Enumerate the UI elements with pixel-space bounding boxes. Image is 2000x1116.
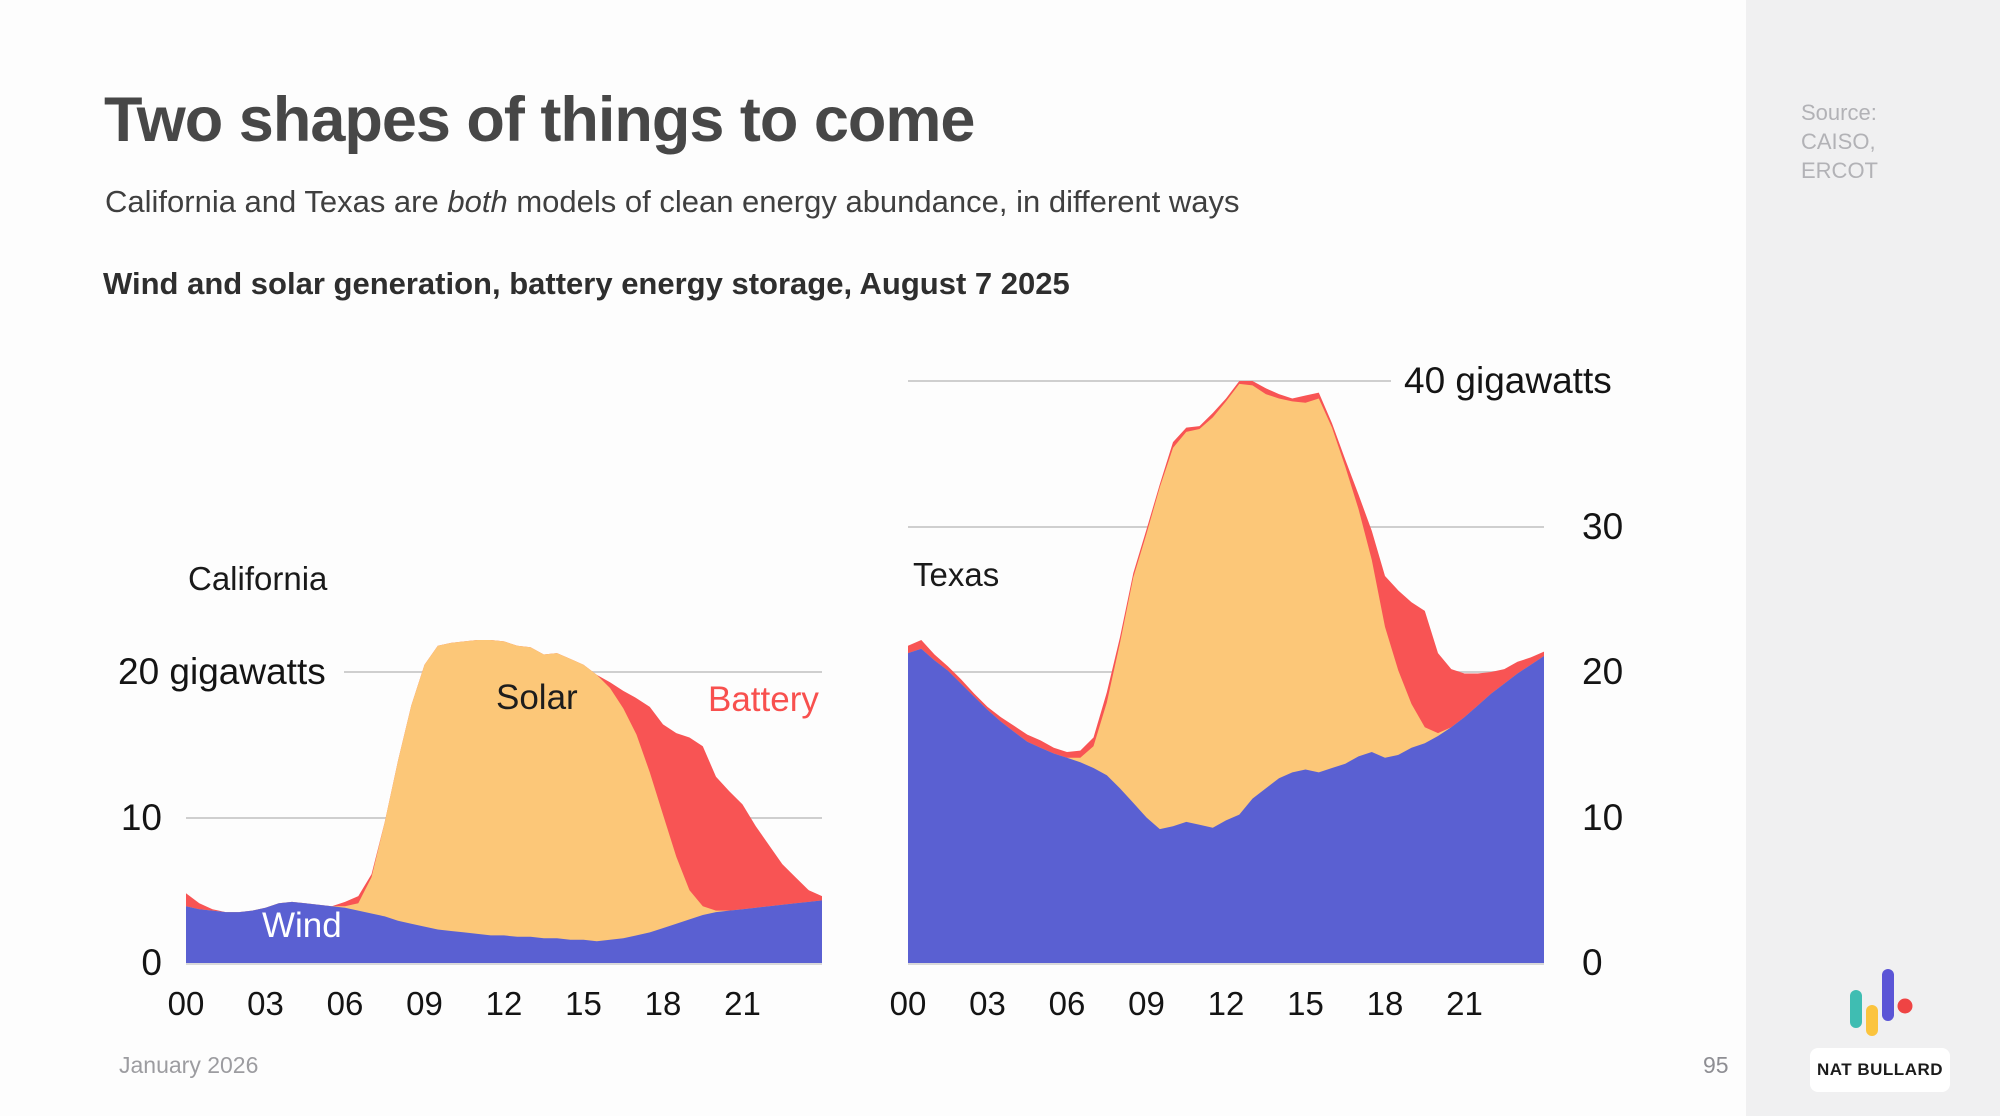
subtitle-post: models of clean energy abundance, in dif… (507, 184, 1240, 219)
texas-chart-areas (908, 381, 1544, 963)
battery-series-label: Battery (708, 680, 819, 719)
logo-indigo-bar (1882, 969, 1894, 1021)
california-axis-baseline (186, 963, 822, 965)
california-y-label-0gw: 0 (141, 942, 162, 983)
texas-gridline-40gw (908, 380, 1391, 382)
page-title: Two shapes of things to come (104, 85, 975, 155)
texas-x-tick-09: 09 (1128, 985, 1165, 1022)
texas-y-label-20gw: 20 (1582, 651, 1624, 692)
solar-series-label: Solar (496, 678, 578, 717)
texas-wind-area (908, 648, 1544, 963)
california-x-tick-15: 15 (565, 985, 602, 1022)
california-x-tick-06: 06 (326, 985, 364, 1022)
source-note: Source: CAISO, ERCOT (1801, 98, 1878, 185)
chart-heading: Wind and solar generation, battery energ… (103, 266, 1070, 301)
side-panel (1746, 0, 2000, 1116)
footer-date: January 2026 (119, 1052, 259, 1078)
california-x-tick-00: 00 (167, 985, 205, 1022)
texas-y-label-40gw: 40 gigawatts (1404, 360, 1612, 401)
california-x-tick-21: 21 (724, 985, 761, 1022)
texas-y-label-0gw: 0 (1582, 942, 1603, 983)
subtitle-emphasis: both (447, 184, 508, 219)
texas-x-tick-12: 12 (1207, 985, 1245, 1022)
texas-x-tick-06: 06 (1048, 985, 1086, 1022)
texas-axis-baseline (908, 963, 1544, 965)
california-y-label-10gw: 10 (120, 796, 162, 838)
logo-teal-bar (1850, 990, 1862, 1028)
texas-y-label-10gw: 10 (1582, 796, 1624, 838)
source-line: Source: (1801, 100, 1877, 125)
california-chart-label: California (188, 560, 328, 597)
logo-wordmark: NAT BULLARD (1816, 1060, 1944, 1079)
texas-x-tick-21: 21 (1446, 985, 1483, 1022)
source-line: ERCOT (1801, 158, 1878, 183)
california-x-tick-18: 18 (644, 985, 682, 1022)
subtitle: California and Texas are both models of … (105, 184, 1240, 220)
logo-red-dot (1897, 998, 1913, 1014)
page-number: 95 (1703, 1052, 1729, 1078)
california-x-tick-03: 03 (247, 985, 284, 1022)
california-wind-area (186, 900, 822, 963)
texas-y-label-30gw: 30 (1582, 505, 1624, 547)
logo-wordmark-background (1810, 1048, 1950, 1092)
california-solar-area (186, 640, 822, 963)
texas-x-tick-18: 18 (1366, 985, 1404, 1022)
wind-series-label: Wind (262, 906, 342, 945)
texas-x-tick-03: 03 (969, 985, 1006, 1022)
california-chart-areas (186, 640, 822, 963)
texas-chart-label: Texas (913, 556, 1000, 593)
subtitle-pre: California and Texas are (105, 184, 448, 219)
texas-x-tick-15: 15 (1287, 985, 1324, 1022)
california-y-label-20gw: 20 gigawatts (118, 651, 326, 692)
logo-bars-icon (1850, 969, 1913, 1036)
source-line: CAISO, (1801, 129, 1876, 154)
texas-x-tick-00: 00 (889, 985, 927, 1022)
california-x-tick-12: 12 (485, 985, 523, 1022)
california-x-tick-09: 09 (406, 985, 443, 1022)
logo-yellow-bar (1866, 1005, 1878, 1036)
